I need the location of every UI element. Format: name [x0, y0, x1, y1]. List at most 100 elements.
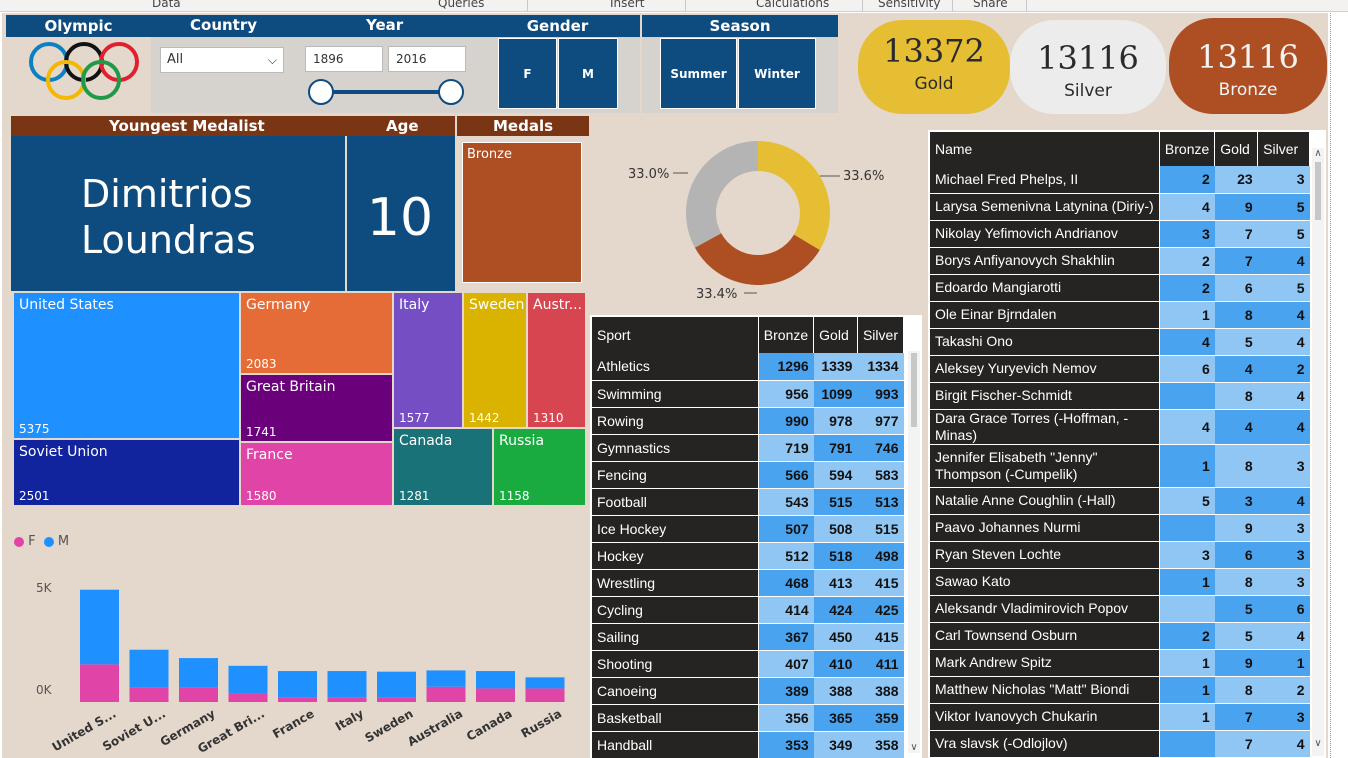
bar-m[interactable]	[179, 658, 218, 688]
table-row[interactable]: Dara Grace Torres (-Hoffman, -Minas) 4 4 4	[930, 409, 1310, 445]
year-to-input[interactable]: 2016	[388, 46, 466, 72]
ribbon-sensitivity[interactable]: Sensitivity	[878, 0, 941, 10]
table-row[interactable]: Canoeing 389 388 388	[592, 677, 904, 705]
table-row[interactable]: Nikolay Yefimovich Andrianov 3 7 5	[930, 220, 1310, 248]
bar-m[interactable]	[80, 589, 119, 665]
table-row[interactable]: Wrestling 468 413 415	[592, 569, 904, 597]
table-row[interactable]: Shooting 407 410 411	[592, 650, 904, 678]
silver-col-header[interactable]: Silver	[1257, 132, 1310, 166]
bar-m[interactable]	[228, 665, 268, 694]
table-row[interactable]: Gymnastics 719 791 746	[592, 434, 904, 462]
scroll-up-icon[interactable]: ∧	[1314, 148, 1322, 159]
table-row[interactable]: Handball 353 349 358	[592, 731, 904, 758]
table-row[interactable]: Natalie Anne Coughlin (-Hall) 5 3 4	[930, 487, 1310, 515]
gender-m-button[interactable]: M	[558, 38, 618, 109]
bar-f[interactable]	[278, 697, 317, 702]
ribbon-insert[interactable]: Insert	[610, 0, 645, 10]
bar-f[interactable]	[80, 664, 119, 702]
bar-m[interactable]	[426, 670, 466, 687]
treemap-tile-italy[interactable]: Italy 1577	[393, 292, 463, 428]
donut-slice-silver[interactable]	[686, 141, 758, 248]
table-row[interactable]: Basketball 356 365 359	[592, 704, 904, 732]
bar-m[interactable]	[129, 649, 169, 688]
athlete-table-scroll-thumb[interactable]	[1315, 162, 1321, 220]
year-from-input[interactable]: 1896	[305, 46, 383, 72]
sport-col-header[interactable]: Sport	[592, 317, 759, 353]
table-row[interactable]: Edoardo Mangiarotti 2 6 5	[930, 274, 1310, 302]
table-row[interactable]: Sawao Kato 1 8 3	[930, 568, 1310, 596]
table-row[interactable]: Borys Anfiyanovych Shakhlin 2 7 4	[930, 247, 1310, 275]
table-row[interactable]: Takashi Ono 4 5 4	[930, 328, 1310, 356]
table-row[interactable]: Football 543 515 513	[592, 488, 904, 516]
table-row[interactable]: Hockey 512 518 498	[592, 542, 904, 570]
ribbon-queries[interactable]: Queries	[438, 0, 485, 10]
athlete-table-scrollbar[interactable]: ∧ ∨	[1312, 148, 1324, 756]
bar-f[interactable]	[377, 697, 416, 702]
ribbon-share[interactable]: Share	[973, 0, 1008, 10]
table-row[interactable]: Carl Townsend Osburn 2 5 4	[930, 622, 1310, 650]
treemap-tile-france[interactable]: France 1580	[240, 442, 393, 506]
gold-col-header[interactable]: Gold	[1214, 132, 1259, 166]
page-scrollbar[interactable]	[1330, 13, 1348, 758]
bar-f[interactable]	[525, 688, 565, 702]
gold-col-header[interactable]: Gold	[813, 317, 858, 353]
table-row[interactable]: Cycling 414 424 425	[592, 596, 904, 624]
treemap-tile-canada[interactable]: Canada 1281	[393, 428, 493, 506]
year-slider-end-handle[interactable]	[438, 79, 464, 105]
table-row[interactable]: Birgit Fischer-Schmidt 8 4	[930, 382, 1310, 410]
scroll-down-icon[interactable]: ∨	[910, 742, 918, 753]
table-row[interactable]: Paavo Johannes Nurmi 9 3	[930, 514, 1310, 542]
donut-slice-bronze[interactable]	[694, 233, 820, 285]
bar-f[interactable]	[476, 688, 515, 702]
bar-f[interactable]	[228, 693, 268, 702]
table-row[interactable]: Matthew Nicholas "Matt" Biondi 1 8 2	[930, 676, 1310, 704]
table-row[interactable]: Aleksandr Vladimirovich Popov 5 6	[930, 595, 1310, 623]
bar-m[interactable]	[525, 677, 565, 689]
table-row[interactable]: Ice Hockey 507 508 515	[592, 515, 904, 543]
bar-f[interactable]	[129, 687, 169, 702]
table-row[interactable]: Jennifer Elisabeth "Jenny" Thompson (-Cu…	[930, 444, 1310, 488]
bar-m[interactable]	[476, 671, 515, 689]
treemap-tile-soviet-union[interactable]: Soviet Union 2501	[13, 439, 240, 506]
sport-table-scrollbar[interactable]: ∨	[908, 351, 920, 753]
treemap-tile-united-states[interactable]: United States 5375	[13, 292, 240, 439]
donut-slice-gold[interactable]	[758, 141, 830, 251]
table-row[interactable]: Larysa Semenivna Latynina (Diriy-) 4 9 5	[930, 193, 1310, 221]
season-winter-button[interactable]: Winter	[738, 38, 816, 109]
medals-bronze-card[interactable]: Bronze	[462, 142, 582, 283]
table-row[interactable]: Rowing 990 978 977	[592, 407, 904, 435]
ribbon-data[interactable]: Data	[152, 0, 181, 10]
bar-f[interactable]	[179, 687, 218, 702]
bar-m[interactable]	[327, 671, 367, 698]
treemap-tile-australia[interactable]: Austr... 1310	[527, 292, 586, 428]
gender-f-button[interactable]: F	[498, 38, 557, 109]
bronze-col-header[interactable]: Bronze	[1159, 132, 1216, 166]
table-row[interactable]: Sailing 367 450 415	[592, 623, 904, 651]
table-row[interactable]: Viktor Ivanovych Chukarin 1 7 3	[930, 703, 1310, 731]
sport-table-scroll-thumb[interactable]	[911, 353, 917, 427]
year-slider-start-handle[interactable]	[308, 79, 334, 105]
bar-m[interactable]	[377, 671, 416, 698]
ribbon-calculations[interactable]: Calculations	[756, 0, 830, 10]
table-row[interactable]: Fencing 566 594 583	[592, 461, 904, 489]
scroll-down-icon[interactable]: ∨	[1314, 738, 1322, 749]
table-row[interactable]: Mark Andrew Spitz 1 9 1	[930, 649, 1310, 677]
table-row[interactable]: Aleksey Yuryevich Nemov 6 4 2	[930, 355, 1310, 383]
treemap-tile-russia[interactable]: Russia 1158	[493, 428, 586, 506]
bar-f[interactable]	[327, 697, 367, 702]
name-col-header[interactable]: Name	[930, 132, 1160, 166]
bar-f[interactable]	[426, 686, 466, 702]
bronze-col-header[interactable]: Bronze	[758, 317, 815, 353]
table-row[interactable]: Ryan Steven Lochte 3 6 3	[930, 541, 1310, 569]
treemap-tile-great-britain[interactable]: Great Britain 1741	[240, 374, 393, 442]
season-summer-button[interactable]: Summer	[660, 38, 737, 109]
country-dropdown[interactable]: All ⌵	[160, 47, 284, 73]
treemap-tile-germany[interactable]: Germany 2083	[240, 292, 393, 374]
table-row[interactable]: Vra slavsk (-Odlojlov) 7 4	[930, 730, 1310, 758]
table-row[interactable]: Athletics 1296 1339 1334	[592, 353, 904, 381]
treemap-tile-sweden[interactable]: Sweden 1442	[463, 292, 527, 428]
bar-m[interactable]	[278, 671, 317, 698]
silver-col-header[interactable]: Silver	[857, 317, 905, 353]
table-row[interactable]: Michael Fred Phelps, II 2 23 3	[930, 166, 1310, 194]
table-row[interactable]: Ole Einar Bjrndalen 1 8 4	[930, 301, 1310, 329]
